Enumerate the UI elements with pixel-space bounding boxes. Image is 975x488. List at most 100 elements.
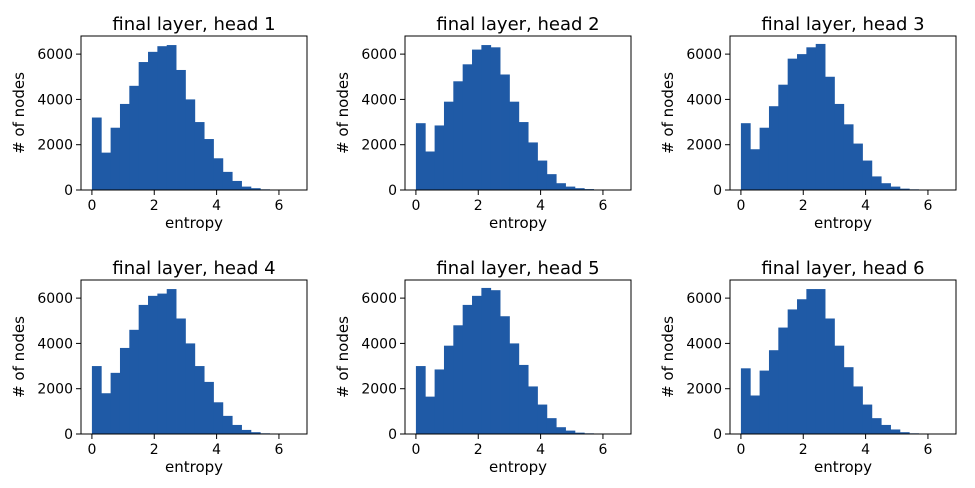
histogram-bar [528,386,538,434]
y-tick-label: 4000 [37,336,73,352]
x-tick-label: 2 [474,198,483,214]
x-tick-label: 0 [736,442,745,458]
x-tick-label: 2 [799,198,808,214]
y-axis-label: # of nodes [334,316,352,398]
x-tick-label: 2 [799,442,808,458]
histogram-bar [166,289,177,434]
histogram-bar [434,125,445,190]
y-tick-label: 2000 [37,138,73,154]
x-tick-label: 0 [736,198,745,214]
chart-title: final layer, head 2 [436,14,599,35]
histogram-bar [157,46,168,190]
histogram-bar [91,366,102,434]
plot-frame [404,35,632,191]
y-axis-label: # of nodes [10,72,28,154]
histogram-bar [415,123,426,190]
y-tick-label: 0 [713,427,722,443]
y-axis-label: # of nodes [334,72,352,154]
histogram-bar [565,430,576,434]
histogram-bar [806,289,817,434]
histogram-bar [862,404,873,434]
histogram-bar [462,64,473,190]
histogram-bar [129,85,140,190]
histogram-bar [825,76,835,190]
x-tick-label: 4 [536,442,545,458]
y-axis-label: # of nodes [659,72,677,154]
histogram-bar [425,396,436,434]
histogram-bar [740,123,751,190]
x-tick-label: 0 [87,198,96,214]
y-tick-label: 6000 [37,291,73,307]
histogram-bar [768,106,779,190]
histogram-bar [434,369,445,434]
histogram-bar [119,103,130,190]
y-tick-label: 6000 [686,291,722,307]
histogram-bar [500,316,510,434]
histogram-bar [138,62,149,190]
y-tick-label: 0 [64,183,73,199]
histogram-bar [862,160,873,190]
histogram-bar [119,347,130,434]
y-tick-label: 4000 [686,336,722,352]
histogram-bar [138,304,149,434]
x-tick-label: 0 [411,198,420,214]
histogram-bar [415,366,426,434]
histogram-bar [787,309,798,434]
histogram-bar [759,370,770,434]
y-tick-label: 2000 [361,138,397,154]
histogram-bar [194,122,205,190]
histogram-bar [565,186,576,190]
histogram-bar [537,160,548,190]
y-tick-label: 4000 [37,92,73,108]
histogram-bar [518,364,529,434]
histogram-bar [222,415,233,434]
histogram-bar [453,81,464,190]
histogram-bar [574,188,585,190]
x-tick-label: 4 [861,198,870,214]
x-tick-label: 6 [598,442,607,458]
histogram-bar [787,58,798,191]
histogram-bar [556,183,566,190]
histogram-bar [815,43,826,191]
histogram-bar [750,149,761,190]
y-tick-label: 0 [388,427,397,443]
histogram-panel-6: 0 2 4 6 0 2000 4000 6000 final layer, head 6 entr… [659,258,957,476]
histogram-bar [213,158,224,190]
histogram-bar [185,99,196,190]
histogram-bar [490,47,501,190]
histogram-bar [768,350,779,434]
y-axis-label: # of nodes [10,316,28,398]
y-tick-label: 4000 [686,92,722,108]
histogram-bar [890,186,901,190]
histogram-bar [194,366,205,434]
x-axis-label: entropy [165,214,223,232]
histogram-bar [462,304,473,434]
histogram-bar [537,404,548,434]
histogram-bar [453,325,464,434]
histogram-bar [241,186,252,190]
histogram-bar [546,174,557,190]
histogram-bar [834,345,845,434]
histogram-bar [148,51,158,190]
x-tick-label: 2 [150,198,159,214]
x-axis-label: entropy [165,458,223,476]
histogram-bar [91,117,102,190]
histogram-bar [778,84,789,190]
y-tick-label: 4000 [361,92,397,108]
histogram-bar [843,124,854,190]
histogram-bar [481,45,492,191]
x-axis-label: entropy [489,458,547,476]
plot-frame [80,35,308,191]
y-tick-label: 4000 [361,336,397,352]
x-tick-label: 6 [598,198,607,214]
histogram-bar [481,287,492,434]
histogram-bar [500,74,510,190]
histogram-bar [425,151,436,190]
histogram-bar [110,372,121,434]
chart-title: final layer, head 5 [436,258,599,279]
y-tick-label: 2000 [361,382,397,398]
histogram-bar [101,393,112,434]
histogram-bar [110,127,121,190]
x-tick-label: 4 [536,198,545,214]
